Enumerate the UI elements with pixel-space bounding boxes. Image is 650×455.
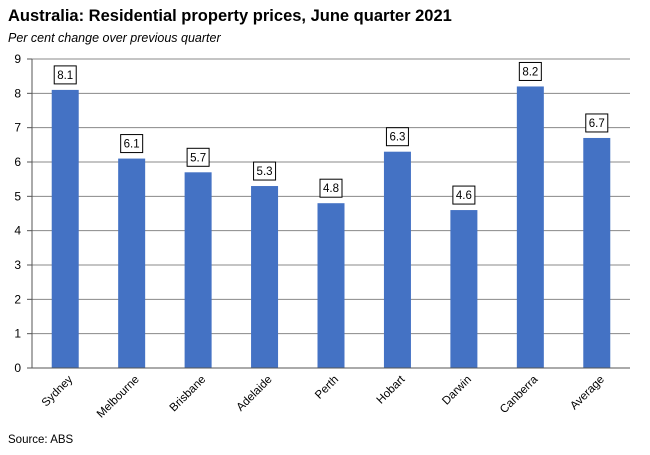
x-tick-labels: Sydney Melbourne Brisbane Adelaide Perth Hoba…: [40, 373, 607, 420]
bar-chart: 0 1 2 3 4 5 6 7 8 9 Sydney Melbourne Brisbane Adelai…: [14, 52, 630, 421]
data-label-box: [186, 147, 210, 167]
data-label-box: [518, 61, 542, 81]
bar-perth: [317, 203, 345, 368]
y-tick-label: 9: [14, 52, 21, 66]
bar-darwin: [450, 210, 478, 368]
y-tick-label: 8: [14, 86, 21, 100]
data-label: 5.3: [257, 166, 273, 178]
bar-sydney: [51, 89, 79, 369]
data-label-box: [53, 65, 77, 85]
bar-hobart: [383, 151, 411, 368]
bar-brisbane: [184, 172, 212, 368]
x-tick-label: Darwin: [440, 374, 474, 408]
data-label-box: [253, 161, 277, 181]
data-label: 8.2: [522, 66, 538, 78]
data-label-box: [319, 178, 343, 198]
data-label: 6.3: [389, 132, 405, 144]
x-tick-label: Hobart: [375, 373, 408, 406]
y-tick-labels: 0 1 2 3 4 5 6 7 8 9: [14, 52, 21, 375]
x-tick-label: Adelaide: [235, 374, 275, 414]
data-label: 5.7: [190, 152, 206, 164]
bar-canberra: [516, 86, 544, 368]
bars: [51, 86, 611, 369]
x-tick-label: Melbourne: [95, 374, 142, 421]
bar-adelaide: [251, 186, 279, 368]
data-labels: 8.1 6.1 5.7 5.3 4.8 6.3 4.6 8.2 6.7: [53, 61, 609, 205]
y-tick-label: 7: [14, 121, 21, 135]
chart-title: Australia: Residential property prices, …: [8, 7, 452, 25]
data-label: 4.6: [456, 190, 472, 202]
y-tick-label: 6: [14, 155, 21, 169]
x-tick-label: Sydney: [40, 373, 76, 409]
axes: [27, 58, 630, 369]
data-label-box: [452, 185, 476, 205]
y-tick-label: 4: [14, 224, 21, 238]
y-tick-label: 0: [14, 361, 21, 375]
bar-melbourne: [118, 158, 146, 368]
x-tick-label: Brisbane: [168, 374, 209, 415]
x-tick-label: Average: [568, 374, 607, 413]
y-tick-label: 1: [14, 327, 21, 341]
x-tick-label: Perth: [313, 374, 341, 402]
x-tick-label: Canberra: [498, 373, 541, 416]
data-label-box: [120, 134, 144, 154]
bar-average: [583, 137, 611, 368]
y-tick-label: 3: [14, 258, 21, 272]
y-tick-label: 2: [14, 292, 21, 306]
chart-subtitle: Per cent change over previous quarter: [8, 31, 221, 45]
y-tick-label: 5: [14, 189, 21, 203]
data-label-box: [585, 113, 609, 133]
data-label: 6.7: [589, 118, 605, 130]
data-label: 8.1: [57, 70, 73, 82]
data-label: 4.8: [323, 183, 339, 195]
data-label-box: [385, 127, 409, 147]
source-note: Source: ABS: [8, 434, 74, 446]
data-label: 6.1: [124, 139, 140, 151]
